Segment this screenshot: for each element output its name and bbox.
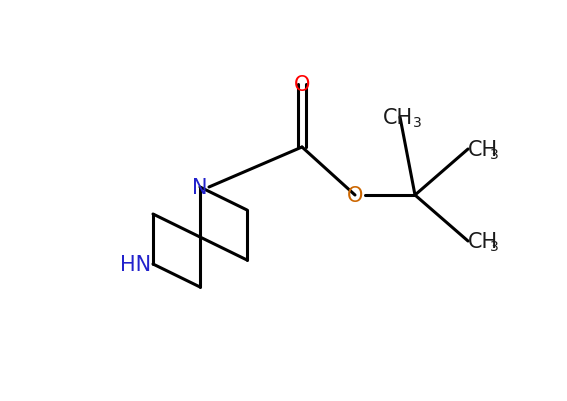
Text: N: N bbox=[192, 178, 208, 198]
Text: CH: CH bbox=[468, 231, 498, 251]
Text: 3: 3 bbox=[490, 148, 499, 162]
Text: O: O bbox=[294, 75, 310, 95]
Text: CH: CH bbox=[468, 140, 498, 160]
Text: CH: CH bbox=[383, 108, 413, 128]
Text: 3: 3 bbox=[413, 116, 422, 130]
Text: O: O bbox=[347, 186, 363, 205]
Text: HN: HN bbox=[120, 254, 151, 274]
Text: 3: 3 bbox=[490, 239, 499, 253]
